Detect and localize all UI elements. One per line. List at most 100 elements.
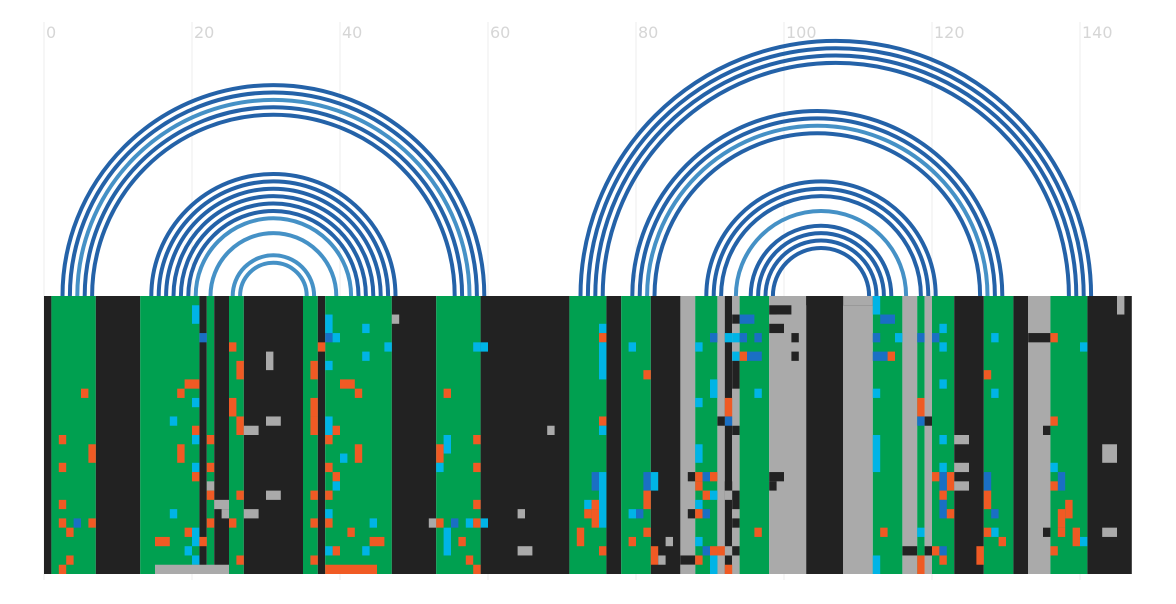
matrix-cell [310,518,318,528]
matrix-cell [710,333,718,343]
matrix-cell [710,546,718,556]
matrix-cell [872,388,881,398]
matrix-cell [724,333,733,343]
matrix-cell [599,323,607,334]
matrix-cell [732,360,740,389]
matrix-cell [332,333,340,343]
matrix-cell [599,333,607,343]
column-band [51,296,96,574]
matrix-cell [769,481,777,491]
matrix-cell [932,546,940,556]
matrix-cell [732,333,740,343]
matrix-cell [325,564,377,574]
matrix-cell [643,370,651,380]
matrix-cell [628,536,636,547]
x-tick-label: 100 [786,23,817,42]
matrix-cell [769,323,784,334]
matrix-cell [155,564,229,574]
matrix-cell [687,509,696,519]
matrix-cell [939,379,947,389]
matrix-cell [724,397,733,417]
matrix-cell [983,527,992,537]
column-band [480,296,570,574]
x-axis-ticks: 0 20 40 60 80 100 120 140 [46,23,1113,42]
column-band [391,296,437,574]
base-pair-arc [719,194,923,297]
matrix-cell [473,435,481,445]
matrix-cell [872,296,881,315]
matrix-cell [732,314,740,324]
base-pair-arc [756,231,886,297]
matrix-cell [576,527,585,547]
matrix-cell [695,555,703,565]
matrix-cell [1072,527,1080,547]
matrix-cell [939,462,947,473]
matrix-cell [192,527,200,547]
matrix-cell [724,490,733,500]
matrix-cell [480,342,488,352]
base-pair-arc [90,112,457,297]
matrix-cell [791,333,799,343]
matrix-cell [724,481,733,491]
matrix-cell [939,546,947,556]
matrix-cell [939,490,947,500]
matrix-cell [362,546,370,556]
matrix-cell [991,333,999,343]
matrix-cell [932,472,940,482]
matrix-cell [310,416,318,435]
column-band [214,296,229,574]
matrix-cell [451,518,459,528]
matrix-cell [1050,416,1058,426]
matrix-cell [887,351,895,361]
base-pair-arc [763,238,879,297]
matrix-cell [932,333,940,343]
matrix-cell [369,536,385,547]
matrix-cell [695,481,703,491]
matrix-cell [584,499,592,510]
matrix-cell [325,462,333,473]
base-pair-arc [60,83,487,297]
matrix-cell [917,397,925,417]
matrix-cell [184,527,192,537]
matrix-cell [480,518,488,528]
matrix-cell [665,536,673,547]
matrix-cell [221,509,229,519]
matrix-cell [214,499,229,510]
matrix-cell [1080,342,1088,352]
matrix-cell [340,379,355,389]
matrix-cell [184,546,192,556]
matrix-cell [473,564,481,574]
matrix-cell [628,342,636,352]
matrix-cell [976,546,984,565]
matrix-cell [739,351,747,361]
matrix-cell [236,555,244,565]
column-band [650,296,681,574]
matrix-cell [517,509,525,519]
base-pair-arc [67,90,479,297]
matrix-cell [1057,472,1066,491]
matrix-cell [754,333,762,343]
matrix-cell [58,564,67,574]
matrix-cell [702,546,710,556]
matrix-cell [599,546,607,556]
matrix-cell [591,499,599,510]
matrix-cell [325,360,333,371]
matrix-cell [325,333,333,343]
matrix-cell [436,444,444,463]
base-pair-arc [578,38,1094,297]
matrix-cell [895,333,903,343]
matrix-cell [192,555,200,565]
matrix-cell [939,323,947,334]
matrix-cell [806,296,844,306]
base-pair-arc [171,194,376,297]
matrix-cell [547,425,555,435]
matrix-cell [710,490,718,500]
matrix-cell [155,536,170,547]
matrix-cell [199,536,207,547]
base-pair-arc [230,253,317,297]
matrix-cell [325,416,333,435]
column-band [717,296,725,574]
matrix-cell [325,518,333,528]
matrix-cell [310,397,318,417]
matrix-cell [643,472,651,491]
